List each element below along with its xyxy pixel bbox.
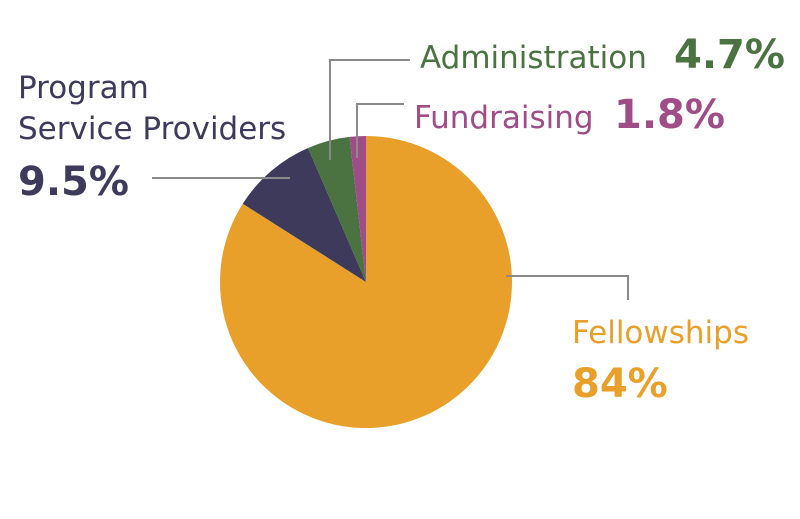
pie-slice-fellowships: [220, 136, 513, 428]
label-fundraising-name: Fundraising: [414, 100, 594, 136]
label-psp-value: 9.5%: [18, 159, 129, 205]
leader-administration: [329, 59, 410, 160]
leader-fellowships: [506, 275, 629, 300]
leader-lines: [152, 59, 629, 300]
pie-slice-administration: [308, 136, 366, 282]
label-administration-value: 4.7%: [674, 32, 785, 78]
leader-fundraising: [356, 103, 404, 158]
pie-slice-fundraising: [349, 136, 366, 282]
label-psp-name-line2: Service Providers: [18, 111, 286, 147]
pie-slice-program-service-providers: [242, 148, 366, 282]
label-fundraising-value: 1.8%: [614, 92, 725, 138]
label-fellowships-name: Fellowships: [572, 315, 749, 351]
label-administration-name: Administration: [420, 40, 647, 76]
pie-slices: [220, 136, 513, 428]
label-psp-name-line1: Program: [18, 70, 149, 106]
label-fellowships-value: 84%: [572, 361, 668, 407]
